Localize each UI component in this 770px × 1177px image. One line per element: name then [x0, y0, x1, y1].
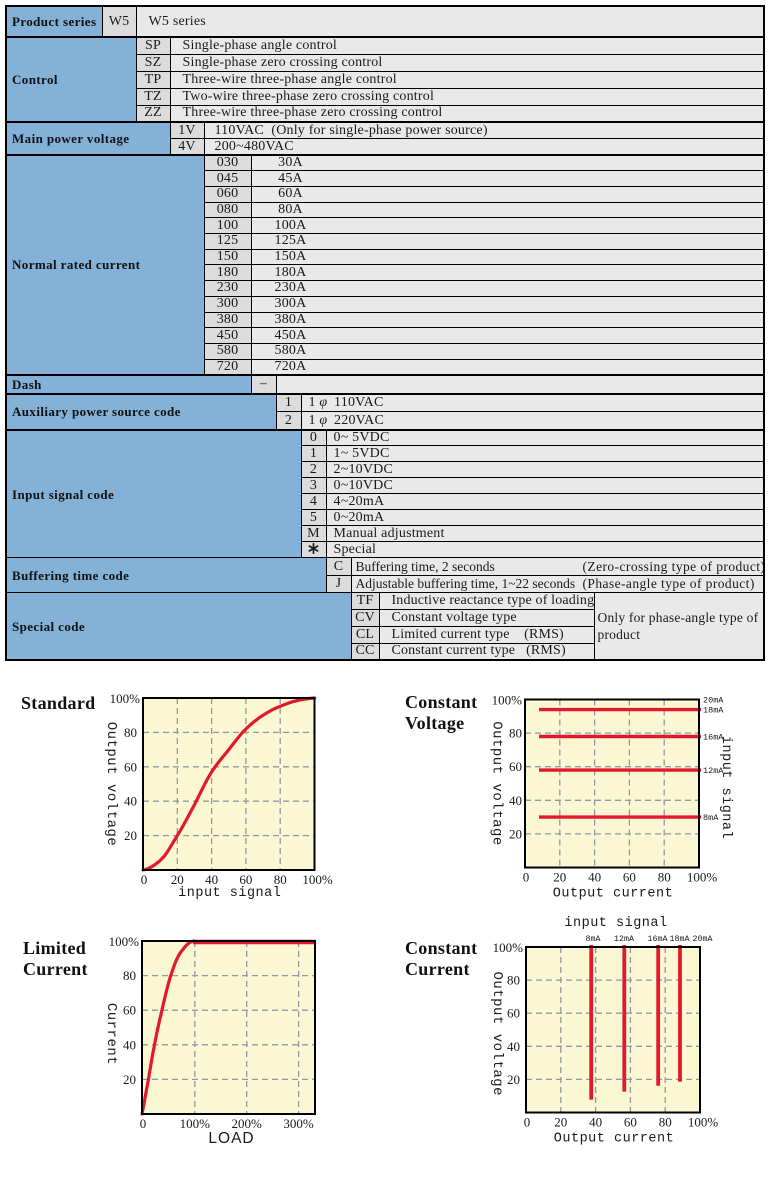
svg-text:18mA: 18mA [670, 935, 690, 944]
svg-text:100%: 100% [180, 1116, 211, 1131]
svg-text:20mA: 20mA [693, 935, 713, 944]
svg-text:40: 40 [589, 1115, 602, 1130]
svg-text:60: 60 [624, 1115, 637, 1130]
svg-text:Output voltage: Output voltage [489, 721, 505, 846]
svg-text:60: 60 [123, 1003, 136, 1018]
svg-text:80: 80 [658, 870, 671, 885]
svg-text:18mA: 18mA [703, 706, 724, 716]
svg-text:300%: 300% [283, 1116, 314, 1131]
svg-text:60: 60 [509, 759, 522, 774]
svg-text:100%: 100% [110, 691, 141, 706]
svg-text:LOAD: LOAD [208, 1130, 254, 1147]
svg-text:80: 80 [123, 968, 136, 983]
svg-text:Current: Current [103, 1003, 119, 1065]
svg-text:60: 60 [239, 872, 252, 887]
svg-text:20: 20 [553, 870, 566, 885]
svg-text:input signal: input signal [564, 916, 667, 931]
svg-text:80: 80 [509, 726, 522, 741]
svg-text:20: 20 [171, 872, 184, 887]
svg-text:input signal: input signal [178, 886, 281, 901]
svg-text:20: 20 [123, 1072, 136, 1087]
svg-text:Output current: Output current [554, 1132, 674, 1147]
svg-text:40: 40 [124, 794, 137, 809]
svg-text:100%: 100% [109, 934, 140, 949]
svg-text:40: 40 [205, 872, 218, 887]
svg-text:Output voltage: Output voltage [103, 722, 119, 847]
svg-text:16mA: 16mA [648, 935, 668, 944]
svg-text:20mA: 20mA [703, 696, 724, 706]
svg-text:100%: 100% [688, 1115, 719, 1130]
svg-text:200%: 200% [231, 1116, 261, 1131]
svg-text:100%: 100% [492, 693, 523, 708]
svg-text:0: 0 [141, 872, 148, 887]
svg-text:100%: 100% [687, 870, 718, 885]
svg-text:40: 40 [588, 870, 601, 885]
svg-text:80: 80 [124, 725, 137, 740]
svg-text:100%: 100% [302, 872, 333, 887]
svg-text:20: 20 [554, 1115, 567, 1130]
svg-text:0: 0 [140, 1116, 147, 1131]
svg-text:0: 0 [523, 870, 530, 885]
svg-text:Output voltage: Output voltage [489, 971, 505, 1096]
svg-text:0: 0 [524, 1115, 531, 1130]
svg-text:60: 60 [507, 1006, 520, 1021]
svg-text:100%: 100% [493, 940, 524, 955]
svg-text:80: 80 [507, 973, 520, 988]
svg-text:40: 40 [509, 793, 522, 808]
svg-text:20: 20 [507, 1072, 520, 1087]
svg-text:12mA: 12mA [614, 935, 634, 944]
svg-text:8mA: 8mA [586, 935, 601, 944]
svg-text:12mA: 12mA [703, 766, 724, 776]
svg-text:Output current: Output current [553, 887, 673, 902]
svg-text:20: 20 [509, 826, 522, 841]
svg-text:80: 80 [274, 872, 287, 887]
svg-text:16mA: 16mA [703, 732, 724, 742]
svg-text:40: 40 [123, 1037, 136, 1052]
svg-text:40: 40 [507, 1039, 520, 1054]
svg-text:60: 60 [623, 870, 636, 885]
svg-text:input signal: input signal [718, 736, 733, 839]
svg-text:8mA: 8mA [703, 813, 719, 823]
svg-text:60: 60 [124, 759, 137, 774]
svg-text:80: 80 [659, 1115, 672, 1130]
svg-text:20: 20 [124, 828, 137, 843]
